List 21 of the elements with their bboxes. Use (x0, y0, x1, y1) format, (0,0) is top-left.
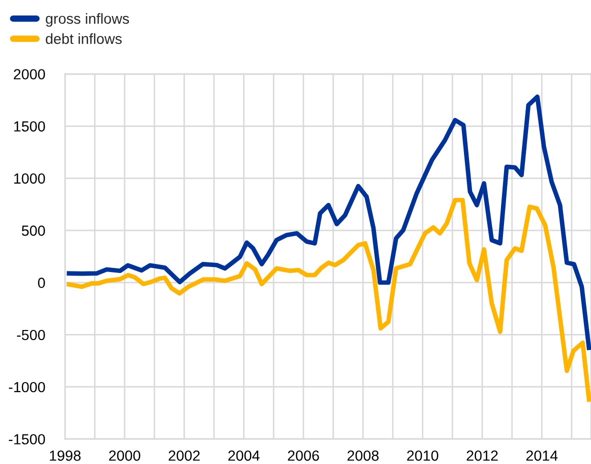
x-tick-label: 2004 (228, 450, 260, 461)
x-tick-label: 2012 (466, 450, 498, 461)
x-tick-label: 2010 (407, 450, 438, 461)
x-tick-label: 2014 (526, 450, 558, 461)
y-tick-label: -1000 (8, 382, 45, 392)
x-tick-label: 1998 (50, 450, 81, 461)
x-tick-label: 2006 (288, 450, 319, 461)
y-tick-label: 1500 (14, 121, 45, 132)
legend-label: gross inflows (46, 13, 129, 27)
y-tick-label: 1000 (14, 173, 45, 184)
y-tick-label: 2000 (14, 69, 45, 80)
line-series (65, 198, 591, 404)
y-tick-label: -1500 (8, 434, 45, 444)
x-tick-label: 2008 (348, 450, 379, 461)
x-tick-label: 2000 (109, 450, 140, 461)
legend-label: debt inflows (46, 33, 122, 44)
x-tick-label: 2002 (168, 450, 200, 461)
y-tick-label: 500 (22, 226, 45, 236)
y-tick-label: -500 (17, 330, 45, 340)
line-series (65, 94, 591, 352)
y-tick-label: 0 (38, 278, 45, 288)
